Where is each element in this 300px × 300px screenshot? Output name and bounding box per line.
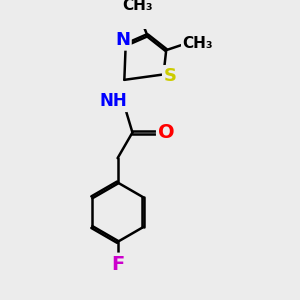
Text: NH: NH xyxy=(99,92,127,110)
Text: CH₃: CH₃ xyxy=(182,36,213,51)
Text: N: N xyxy=(115,31,130,49)
Text: S: S xyxy=(164,67,177,85)
Text: CH₃: CH₃ xyxy=(122,0,153,13)
Text: F: F xyxy=(111,254,124,274)
Text: O: O xyxy=(158,123,175,142)
